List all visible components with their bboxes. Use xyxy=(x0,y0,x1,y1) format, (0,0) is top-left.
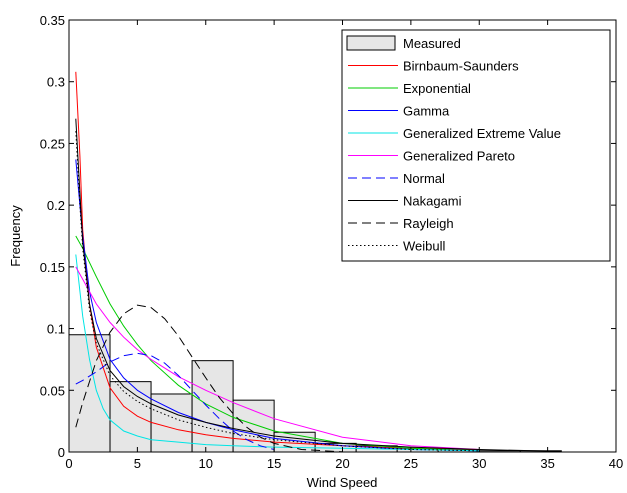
x-tick-label: 25 xyxy=(404,456,418,471)
x-axis-label: Wind Speed xyxy=(307,475,378,490)
histogram-bar xyxy=(68,334,111,453)
series-line xyxy=(75,131,480,452)
y-tick-label: 0.25 xyxy=(40,136,65,151)
legend-label: Weibull xyxy=(403,239,446,254)
y-tick-label: 0.3 xyxy=(47,75,65,90)
legend-label: Rayleigh xyxy=(403,216,454,231)
series-line xyxy=(75,235,480,452)
y-tick-label: 0.15 xyxy=(40,260,65,275)
legend-label: Generalized Pareto xyxy=(403,149,515,164)
legend-label: Nakagami xyxy=(403,194,462,209)
x-tick-label: 35 xyxy=(540,456,554,471)
x-tick-label: 20 xyxy=(335,456,349,471)
series-line xyxy=(75,352,275,450)
y-tick-label: 0.1 xyxy=(47,322,65,337)
legend-label: Exponential xyxy=(403,81,471,96)
y-tick-label: 0.05 xyxy=(40,383,65,398)
series-line xyxy=(75,254,480,452)
distribution-curves xyxy=(75,71,562,453)
legend-box xyxy=(341,29,611,262)
series-line xyxy=(75,266,480,450)
legend-label: Birnbaum-Saunders xyxy=(403,59,519,74)
y-axis-label: Frequency xyxy=(8,205,23,267)
series-line xyxy=(75,159,480,452)
x-tick-label: 30 xyxy=(472,456,486,471)
x-tick-label: 15 xyxy=(267,456,281,471)
histogram-bar xyxy=(109,381,152,453)
histogram-bar xyxy=(150,393,193,453)
legend: Measured Birnbaum-Saunders Exponential Gamm… xyxy=(341,29,611,262)
y-tick-label: 0.35 xyxy=(40,13,65,28)
series-line xyxy=(75,118,562,452)
legend-label: Generalized Extreme Value xyxy=(403,126,561,141)
legend-label: Measured xyxy=(403,36,461,51)
axes: 0 5 10 15 20 25 30 35 40 0 0.05 0.1 0.15 0.2 0.25 0.3 0.… xyxy=(40,13,624,471)
y-tick-label: 0.2 xyxy=(47,198,65,213)
x-tick-label: 40 xyxy=(609,456,623,471)
legend-label: Normal xyxy=(403,171,445,186)
series-line xyxy=(75,304,343,453)
histogram-bar xyxy=(232,399,275,453)
x-tick-label: 10 xyxy=(199,456,213,471)
legend-label: Gamma xyxy=(403,104,450,119)
x-tick-label: 5 xyxy=(134,456,141,471)
legend-swatch xyxy=(346,35,396,51)
y-tick-label: 0 xyxy=(58,445,65,460)
histogram-bar xyxy=(191,360,234,453)
x-tick-label: 0 xyxy=(65,456,72,471)
